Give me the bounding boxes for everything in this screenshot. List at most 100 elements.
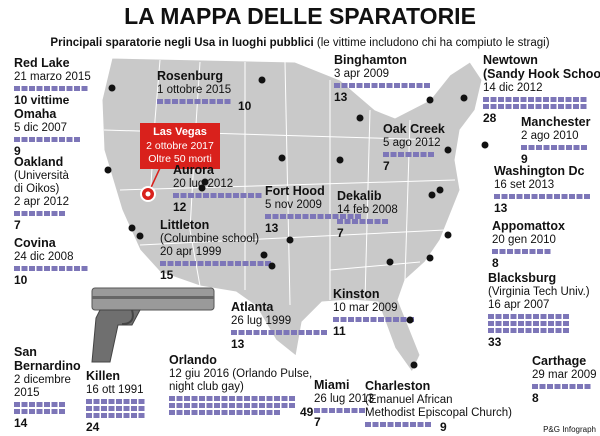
victim-square [231, 330, 237, 335]
victim-square [191, 410, 198, 415]
city-dot [410, 361, 418, 369]
victim-square [356, 83, 363, 88]
victim-square [251, 403, 258, 408]
event-name: Covina [14, 236, 57, 250]
victim-square [379, 83, 385, 88]
victim-square [535, 97, 542, 102]
event-name: San [14, 345, 37, 359]
victim-square [539, 194, 545, 199]
victim-square [179, 99, 186, 104]
victim-square [202, 99, 208, 104]
victim-square [176, 403, 183, 408]
victim-square [101, 399, 107, 404]
event-detail: di Oikos) [14, 183, 60, 195]
victim-square [266, 396, 273, 401]
victim-square [123, 413, 130, 418]
victim-square [51, 211, 58, 216]
event-name: Appomattox [492, 219, 565, 233]
victim-square [359, 219, 366, 224]
city-dot [136, 232, 144, 240]
event-detail: 3 apr 2009 [334, 68, 389, 80]
victim-square [387, 422, 394, 427]
event-name: Aurora [173, 163, 215, 177]
victim-square [246, 330, 252, 335]
victim-square [221, 396, 228, 401]
victim-square [176, 396, 183, 401]
victim-square [244, 410, 250, 415]
victim-square [533, 314, 539, 319]
victim-square [51, 402, 58, 407]
victim-square [528, 104, 534, 109]
victim-square [555, 321, 562, 326]
victim-square [14, 402, 20, 407]
victim-square [229, 410, 235, 415]
victim-square [44, 402, 50, 407]
victim-square [492, 249, 498, 254]
victim-square [580, 104, 587, 109]
victim-square [516, 194, 523, 199]
victim-square [203, 193, 209, 198]
victim-square [227, 261, 234, 266]
victim-square [390, 152, 397, 157]
event: Littleton(Columbine school)20 apr 1999 15 [160, 184, 271, 282]
victim-square [93, 406, 100, 411]
victim-square [306, 330, 312, 335]
victim-square [416, 83, 423, 88]
subtitle-normal: (le vittime includono chi ha compiuto le… [317, 37, 550, 49]
title: LA MAPPA DELLE SPARATORIE [124, 3, 476, 29]
event-name: Omaha [14, 107, 57, 121]
victim-square [184, 403, 190, 408]
victim-square [131, 406, 137, 411]
victim-count: 10 [238, 99, 252, 113]
victim-square [352, 219, 358, 224]
event-name: Fort Hood [265, 184, 325, 198]
victim-square [347, 214, 354, 219]
victim-count: 7 [14, 218, 21, 232]
victim-square [44, 86, 50, 91]
event-detail: (Emanuel African [365, 394, 453, 406]
city-dot [426, 96, 434, 104]
victim-square [413, 152, 419, 157]
city-dot [128, 224, 136, 232]
victim-square [206, 403, 213, 408]
victim-square [563, 314, 569, 319]
victim-square [236, 396, 243, 401]
event-name: Killen [86, 369, 120, 383]
credit: P&G Infograph [543, 425, 596, 434]
victim-square [581, 145, 587, 150]
victim-square [236, 403, 243, 408]
victim-square [116, 399, 122, 404]
victim-count: 13 [494, 201, 508, 215]
victim-square [383, 152, 389, 157]
victim-square [66, 86, 73, 91]
city-dot [444, 146, 452, 154]
victim-square [367, 219, 373, 224]
victim-square [329, 408, 335, 413]
event-name: Carthage [532, 354, 586, 368]
event: Newtown(Sandy Hook School)14 dic 2012 28 [460, 53, 600, 125]
victim-square [372, 422, 379, 427]
victim-square [259, 410, 265, 415]
victim-square [224, 99, 231, 104]
victim-square [199, 403, 205, 408]
event-detail: 26 lug 1999 [231, 315, 291, 327]
event-detail: 14 dic 2012 [483, 82, 542, 94]
victim-square [505, 97, 512, 102]
victim-square [214, 396, 220, 401]
victim-square [209, 99, 216, 104]
victim-square [240, 193, 247, 198]
victim-square [341, 83, 348, 88]
victim-square [29, 211, 35, 216]
event-name: Newtown [483, 53, 538, 67]
victim-square [386, 83, 393, 88]
event-detail: 12 giu 2016 (Orlando Pulse, [169, 368, 312, 380]
victim-square [417, 422, 424, 427]
city-dot [436, 186, 444, 194]
victim-square [44, 409, 50, 414]
callout-detail: Oltre 50 morti [148, 153, 212, 165]
victim-square [51, 137, 58, 142]
